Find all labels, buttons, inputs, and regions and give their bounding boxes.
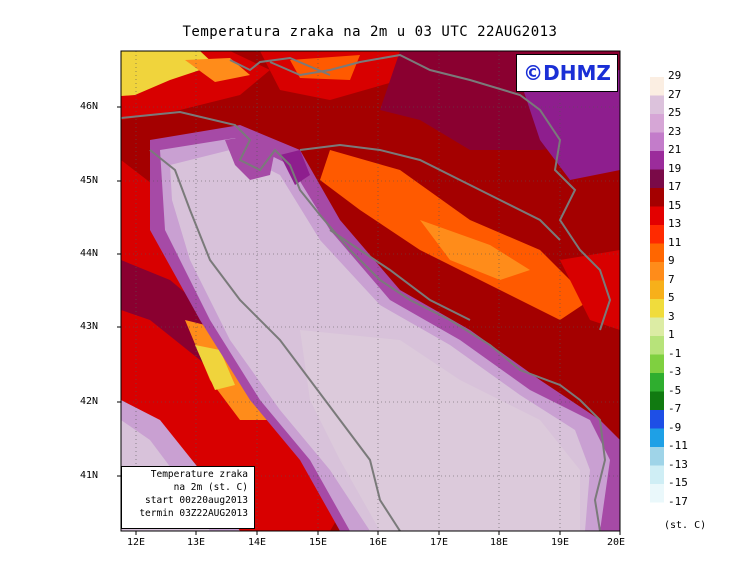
legend-swatch — [650, 188, 664, 207]
legend-swatch — [650, 151, 664, 170]
legend-swatch — [650, 317, 664, 336]
legend-swatch — [650, 95, 664, 114]
legend-label: 25 — [668, 106, 682, 119]
legend-label: 11 — [668, 235, 682, 249]
sea-adriatic-south — [300, 330, 580, 531]
info-line-1: Temperature zraka — [150, 469, 248, 480]
legend-label: -15 — [668, 476, 688, 489]
legend-swatch — [650, 447, 664, 466]
lat-label-43n: 43N — [80, 321, 99, 332]
legend-label: -5 — [668, 383, 682, 397]
legend-label: -1 — [668, 346, 682, 360]
lon-label-15e: 15E — [308, 537, 328, 548]
border-bosnia — [299, 143, 561, 241]
info-line-2: na 2m (st. C) — [173, 482, 248, 493]
legend-label: 27 — [668, 87, 682, 101]
copyright-label: ©DHMZ — [516, 54, 618, 92]
land-serbia-red — [560, 250, 620, 330]
land-istria — [225, 135, 275, 180]
legend-swatch — [650, 299, 664, 318]
legend-swatch — [650, 336, 664, 355]
lat-label-41n: 41N — [80, 470, 99, 481]
lat-label-46n: 46N — [80, 101, 99, 112]
legend-label: -17 — [668, 494, 688, 508]
legend-label: 3 — [668, 309, 675, 323]
land-kvarner — [280, 150, 310, 185]
lat-label-44n: 44N — [80, 248, 99, 259]
legend-swatch — [650, 354, 664, 373]
lat-label-42n: 42N — [80, 396, 99, 407]
legend-label: 23 — [668, 124, 682, 138]
map-frame — [120, 50, 621, 532]
legend-label: -9 — [668, 420, 682, 434]
legend-swatch — [650, 262, 664, 281]
border-alps — [229, 56, 331, 76]
legend-swatch — [650, 391, 664, 410]
land-dinaric-light — [420, 220, 530, 280]
lon-label-17e: 17E — [429, 537, 449, 548]
legend-label: 19 — [668, 161, 682, 175]
legend-swatch — [650, 169, 664, 188]
coastlines-borders — [121, 53, 612, 531]
legend-label: 13 — [668, 217, 682, 230]
legend-label: 9 — [668, 254, 675, 267]
map-title: Temperatura zraka na 2m u 03 UTC 22AUG20… — [182, 24, 558, 40]
land-apennine-yellow — [195, 345, 235, 390]
axis-ticks — [117, 106, 621, 535]
legend-swatch — [650, 243, 664, 262]
legend-swatch — [650, 428, 664, 447]
lon-label-14e: 14E — [247, 537, 267, 548]
land-alps-orange — [185, 58, 250, 82]
graticule — [121, 51, 620, 531]
lon-label-16e: 16E — [368, 537, 388, 548]
legend-color-bar — [650, 77, 664, 503]
legend-swatch — [650, 373, 664, 392]
legend-swatch — [650, 410, 664, 429]
lat-label-45n: 45N — [80, 175, 99, 186]
legend-swatch — [650, 484, 664, 503]
info-box: Temperature zraka na 2m (st. C) start 00… — [121, 466, 255, 529]
coastline-east — [121, 110, 607, 531]
lon-label-20e: 20E — [606, 537, 626, 548]
legend-label: 17 — [668, 180, 682, 193]
legend-swatch — [650, 114, 664, 133]
legend-unit: (st. C) — [664, 520, 707, 531]
legend-label: 5 — [668, 291, 675, 304]
border-north — [269, 53, 612, 331]
legend-swatch — [650, 206, 664, 225]
border-dinaric — [329, 229, 471, 321]
info-line-4: termin 03Z22AUG2013 — [139, 508, 248, 519]
legend-label: -11 — [668, 439, 688, 452]
legend-label: -3 — [668, 365, 682, 378]
info-line-3: start 00z20aug2013 — [145, 495, 248, 506]
legend-swatch — [650, 280, 664, 299]
legend-label: -13 — [668, 457, 688, 471]
legend-swatch — [650, 225, 664, 244]
legend-label: 1 — [668, 328, 675, 341]
legend-label: -7 — [668, 402, 682, 415]
legend-swatch — [650, 77, 664, 96]
legend-label: 29 — [668, 69, 682, 82]
legend-swatch — [650, 132, 664, 151]
lon-label-19e: 19E — [550, 537, 570, 548]
legend-label: 15 — [668, 198, 682, 212]
legend-swatch — [650, 465, 664, 484]
lon-label-12e: 12E — [126, 537, 146, 548]
lon-label-13e: 13E — [186, 537, 206, 548]
legend-label: 7 — [668, 272, 675, 286]
coastline-italy — [149, 149, 401, 531]
lon-label-18e: 18E — [489, 537, 509, 548]
legend-label: 21 — [668, 143, 682, 156]
land-east-purple — [520, 70, 620, 180]
